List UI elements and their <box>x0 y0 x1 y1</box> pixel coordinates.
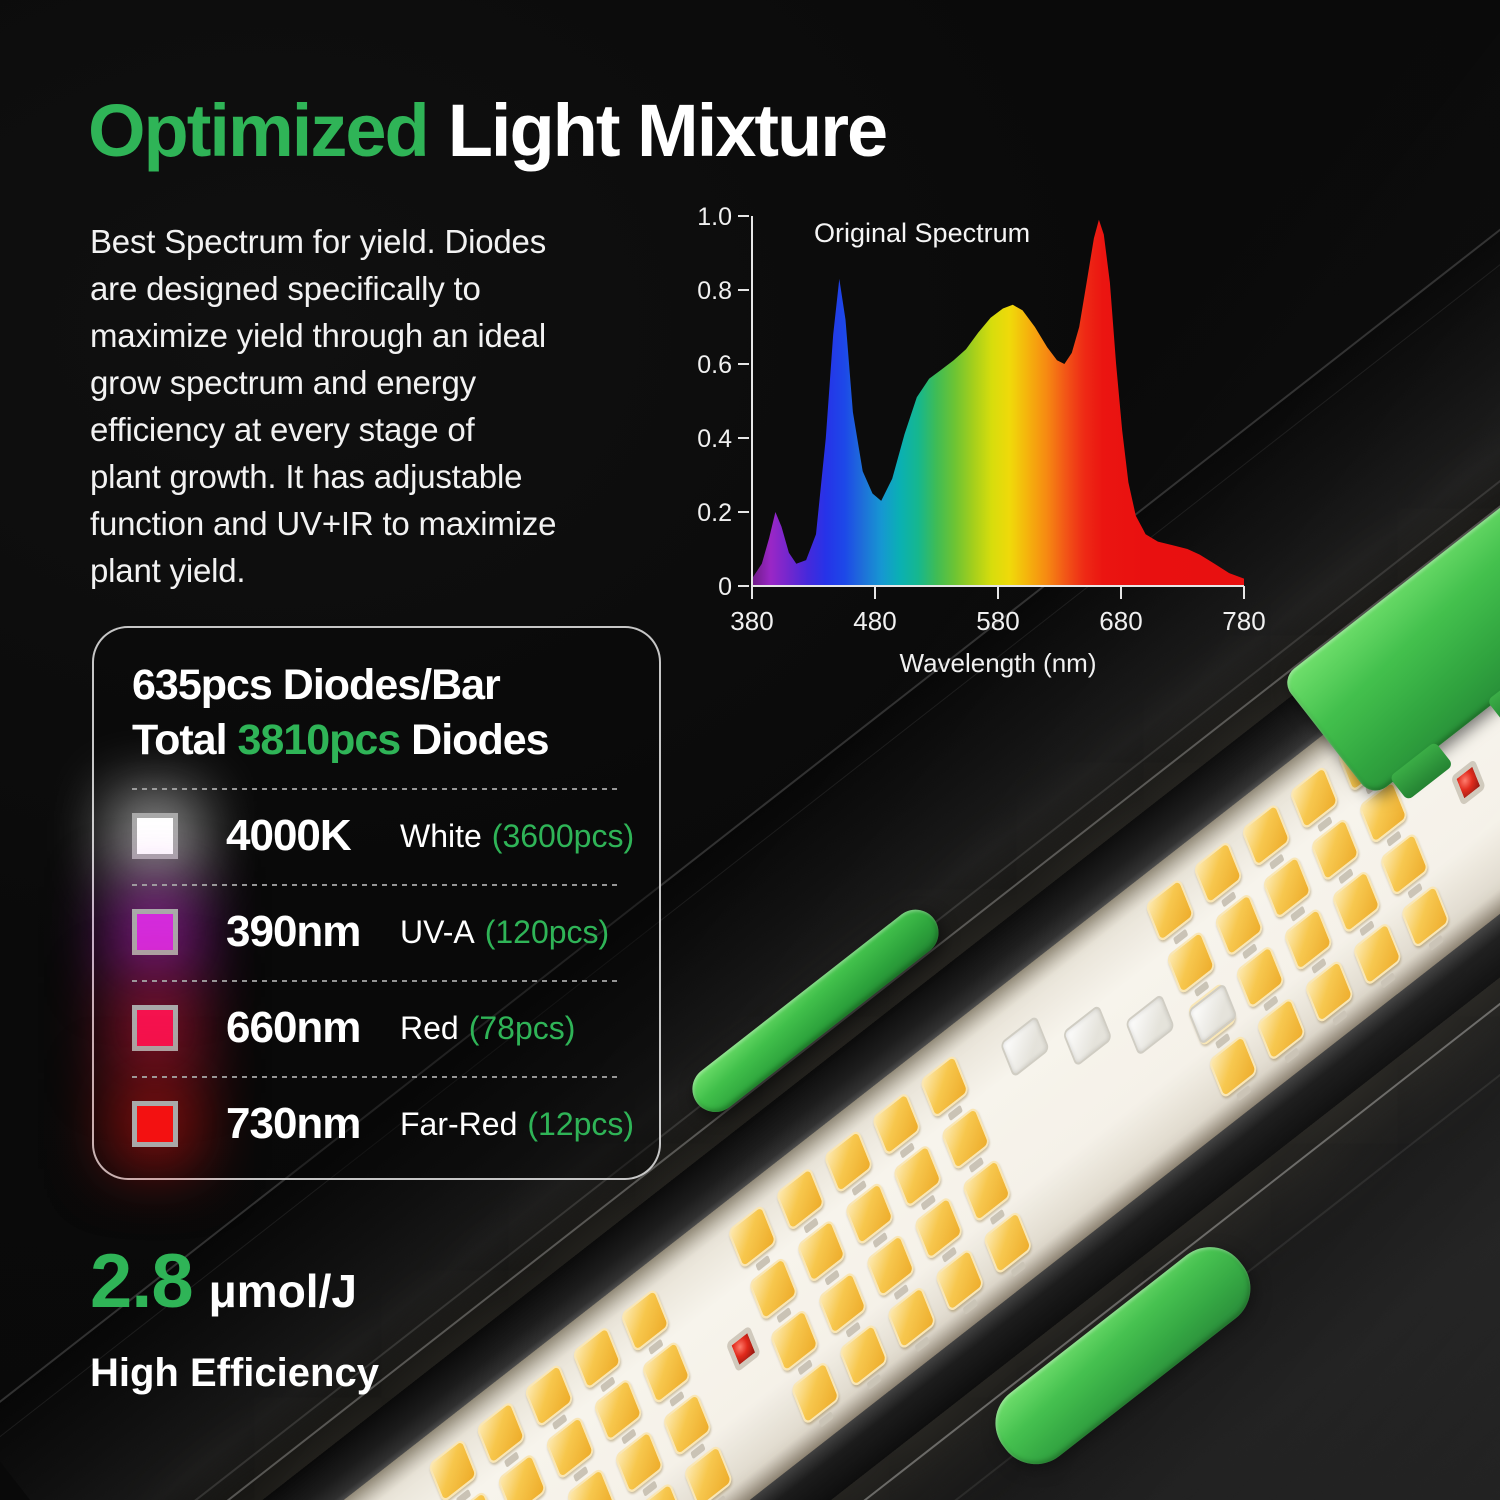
diode-wavelength-label: 390nm <box>226 907 361 956</box>
intro-line: efficiency at every stage of <box>90 411 475 448</box>
x-tick-label: 380 <box>730 606 773 636</box>
diode-row: 390nm UV-A (120pcs) <box>132 884 621 980</box>
chart-title: Original Spectrum <box>814 218 1030 248</box>
intro-paragraph: Best Spectrum for yield. Diodes are desig… <box>90 218 556 594</box>
efficiency-line: 2.8 μmol/J <box>90 1238 379 1325</box>
x-tick-label: 780 <box>1222 606 1265 636</box>
diode-type: UV-A (120pcs) <box>400 914 621 951</box>
x-tick-label: 680 <box>1099 606 1142 636</box>
diode-wavelength-label: 660nm <box>226 1003 361 1052</box>
panel-title-line2-prefix: Total <box>132 716 238 764</box>
x-tick-label: 580 <box>976 606 1019 636</box>
x-tick-label: 480 <box>853 606 896 636</box>
diode-count: (78pcs) <box>468 1009 576 1046</box>
diode-type-name: Far-Red <box>400 1105 518 1142</box>
y-tick-label: 0.6 <box>697 351 732 379</box>
diode-row: 4000K White (3600pcs) <box>132 788 634 884</box>
diode-color-swatch <box>132 813 178 859</box>
panel-title: 635pcs Diodes/Bar Total 3810pcs Diodes <box>132 658 621 768</box>
diode-wavelength-label: 4000K <box>226 811 352 860</box>
diode-type-name: White <box>400 817 482 854</box>
intro-line: maximize yield through an ideal <box>90 317 547 354</box>
efficiency-value: 2.8 <box>90 1239 194 1324</box>
diode-info-panel: 635pcs Diodes/Bar Total 3810pcs Diodes 4… <box>92 626 661 1180</box>
intro-line: plant growth. It has adjustable <box>90 458 523 495</box>
diode-color-swatch <box>132 909 178 955</box>
panel-title-total-count: 3810pcs <box>237 716 401 764</box>
y-tick-label: 0.2 <box>697 499 732 527</box>
diode-type: Far-Red (12pcs) <box>400 1106 634 1143</box>
diode-type-name: UV-A <box>400 913 475 950</box>
y-tick-label: 0.8 <box>697 277 732 305</box>
diode-count: (3600pcs) <box>491 817 635 854</box>
spectrum-chart: 0 0.2 0.4 0.6 0.8 1.0 380 480 580 680 780 Original … <box>678 168 1298 678</box>
diode-color-swatch <box>132 1005 178 1051</box>
diode-count: (12pcs) <box>527 1105 635 1142</box>
y-tick-label: 1.0 <box>697 203 732 231</box>
page-title: Optimized Light Mixture <box>88 88 889 173</box>
intro-line: grow spectrum and energy <box>90 364 476 401</box>
diode-color-swatch <box>132 1101 178 1147</box>
diode-wavelength-label: 730nm <box>226 1099 361 1148</box>
y-tick-label: 0 <box>718 573 732 601</box>
title-highlight: Optimized <box>88 89 430 172</box>
efficiency-label: High Efficiency <box>90 1351 379 1395</box>
diode-type-name: Red <box>400 1009 459 1046</box>
title-rest: Light Mixture <box>447 89 889 172</box>
panel-title-line2-suffix: Diodes <box>400 716 549 764</box>
diode-type: Red (78pcs) <box>400 1010 621 1047</box>
diode-row-list: 4000K White (3600pcs) 390nm UV-A (120pcs) … <box>132 788 634 1172</box>
intro-line: are designed specifically to <box>90 270 481 307</box>
intro-line: Best Spectrum for yield. Diodes <box>90 223 546 260</box>
intro-line: function and UV+IR to maximize <box>90 505 557 542</box>
x-axis-label: Wavelength (nm) <box>900 648 1097 678</box>
efficiency-unit: μmol/J <box>208 1265 357 1317</box>
spectrum-area <box>752 219 1244 586</box>
efficiency-stat: 2.8 μmol/J High Efficiency <box>90 1238 379 1396</box>
diode-type: White (3600pcs) <box>400 818 634 855</box>
panel-title-line1: 635pcs Diodes/Bar <box>132 661 501 709</box>
diode-row: 660nm Red (78pcs) <box>132 980 621 1076</box>
intro-line: plant yield. <box>90 552 246 589</box>
panel-title-line2: Total 3810pcs Diodes <box>132 713 621 768</box>
y-tick-label: 0.4 <box>697 425 732 453</box>
spectrum-chart-svg: 0 0.2 0.4 0.6 0.8 1.0 380 480 580 680 780 Original … <box>697 203 1265 678</box>
diode-row: 730nm Far-Red (12pcs) <box>132 1076 634 1172</box>
diode-count: (120pcs) <box>484 913 610 950</box>
